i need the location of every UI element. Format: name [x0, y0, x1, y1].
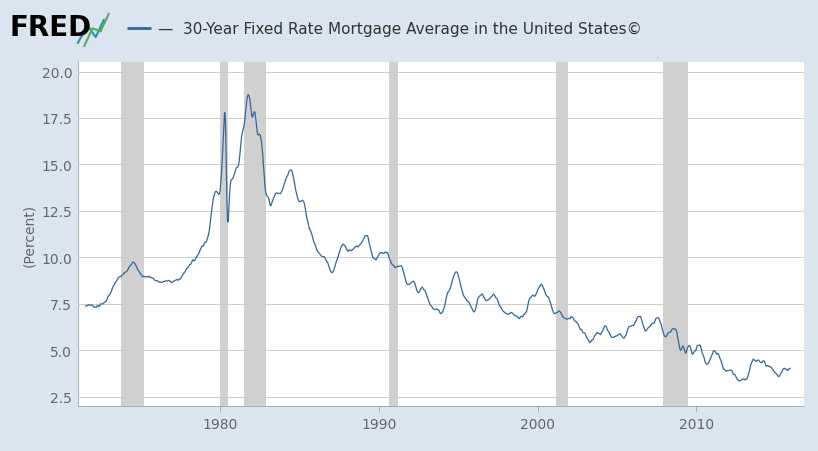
Bar	[663, 63, 688, 406]
Text: FRED: FRED	[10, 14, 92, 42]
Bar	[220, 63, 228, 406]
Bar	[389, 63, 398, 406]
Bar	[121, 63, 144, 406]
Text: —  30-Year Fixed Rate Mortgage Average in the United States©: — 30-Year Fixed Rate Mortgage Average in…	[158, 22, 642, 37]
Bar	[556, 63, 568, 406]
Bar	[245, 63, 267, 406]
Y-axis label: (Percent): (Percent)	[22, 203, 36, 266]
